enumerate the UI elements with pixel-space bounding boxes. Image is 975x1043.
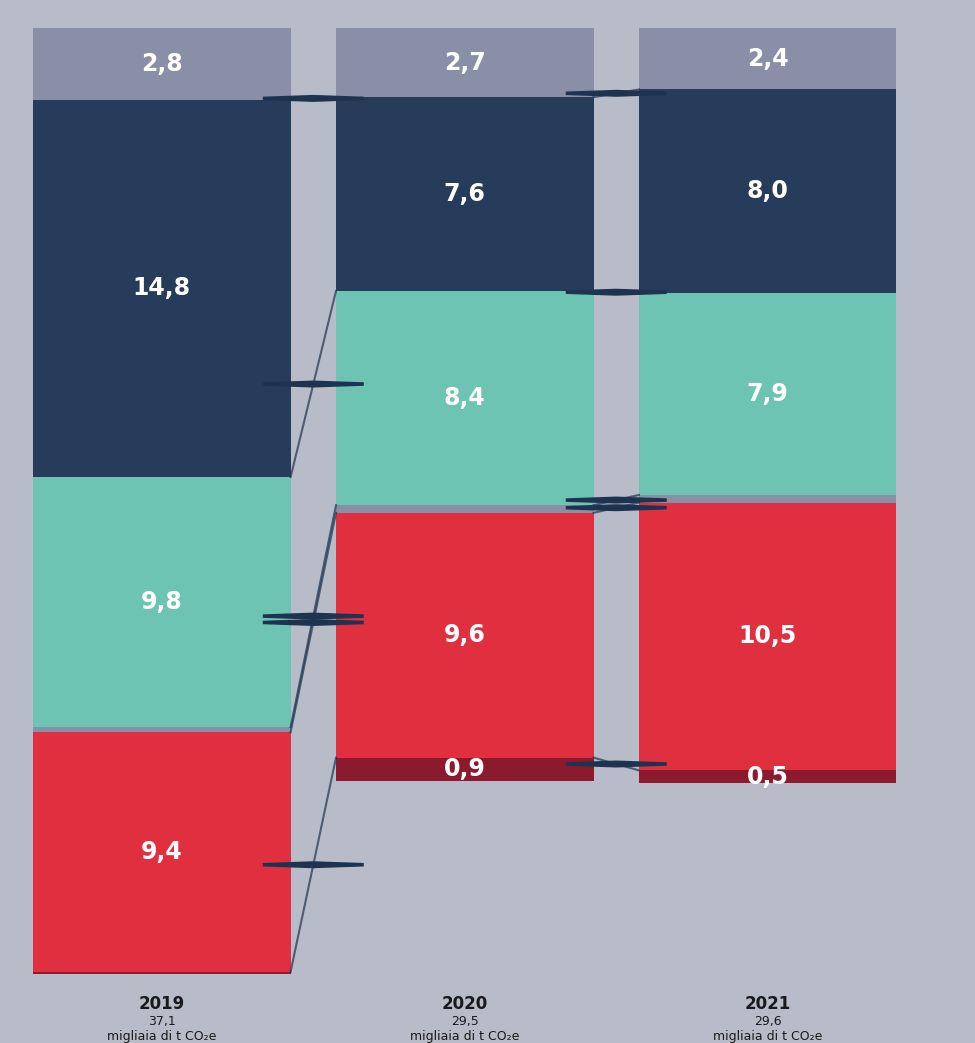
Polygon shape (263, 862, 364, 868)
Text: 0,9: 0,9 (444, 757, 486, 781)
Bar (3, 987, 972, 1043)
Polygon shape (263, 381, 364, 388)
Polygon shape (263, 95, 364, 102)
Text: 9,8: 9,8 (141, 590, 182, 614)
Bar (639, 90, 896, 293)
Bar (336, 513, 594, 757)
Text: 2,4: 2,4 (747, 47, 789, 71)
Text: 2,8: 2,8 (141, 52, 182, 76)
Bar (639, 293, 896, 495)
Bar (336, 28, 594, 97)
Polygon shape (566, 760, 667, 768)
Text: 29,5
migliaia di t CO₂e: 29,5 migliaia di t CO₂e (410, 1015, 520, 1043)
Polygon shape (566, 504, 667, 511)
Text: 9,4: 9,4 (141, 840, 182, 864)
Text: 10,5: 10,5 (739, 625, 797, 649)
Polygon shape (263, 612, 364, 620)
Bar (33, 28, 291, 100)
Bar (639, 771, 896, 783)
Polygon shape (263, 618, 364, 626)
Bar (33, 100, 291, 477)
Text: 7,9: 7,9 (747, 382, 789, 406)
Text: 8,4: 8,4 (444, 386, 486, 410)
Text: 37,1
migliaia di t CO₂e: 37,1 migliaia di t CO₂e (107, 1015, 216, 1043)
Bar (639, 495, 896, 503)
Text: 8,0: 8,0 (747, 179, 789, 203)
Bar (33, 972, 291, 974)
Text: 0,5: 0,5 (747, 765, 789, 789)
Bar (336, 97, 594, 291)
Text: 29,6
migliaia di t CO₂e: 29,6 migliaia di t CO₂e (713, 1015, 823, 1043)
Bar (336, 757, 594, 780)
Bar (639, 28, 896, 90)
Bar (33, 727, 291, 732)
Bar (336, 505, 594, 513)
Text: 2020: 2020 (442, 995, 488, 1013)
Text: 2,7: 2,7 (444, 51, 486, 75)
Text: 14,8: 14,8 (133, 276, 191, 300)
Polygon shape (566, 90, 667, 97)
Bar (639, 503, 896, 771)
Text: 7,6: 7,6 (444, 183, 486, 207)
Text: 2019: 2019 (138, 995, 185, 1013)
Bar (33, 732, 291, 972)
Bar (33, 477, 291, 727)
Polygon shape (566, 496, 667, 504)
Text: 9,6: 9,6 (444, 624, 486, 648)
Polygon shape (566, 289, 667, 296)
Bar (336, 291, 594, 505)
Text: 2021: 2021 (745, 995, 791, 1013)
